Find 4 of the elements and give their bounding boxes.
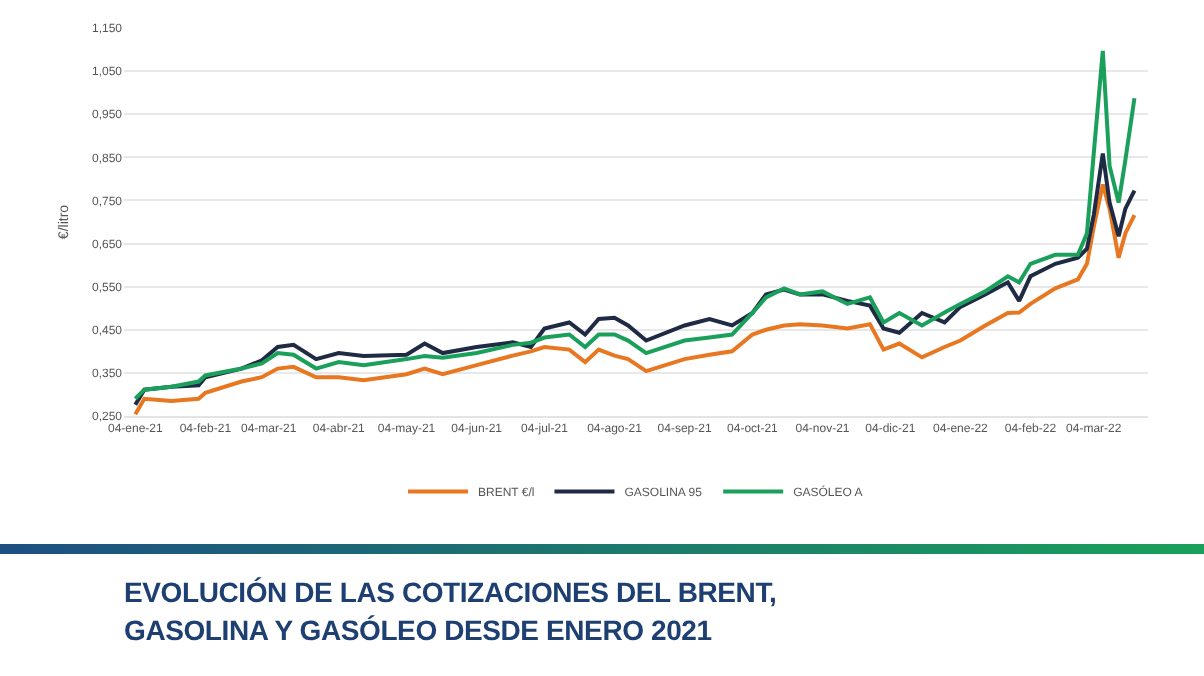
line-series xyxy=(133,48,1137,401)
line-series xyxy=(133,151,1137,407)
text: EVOLUCIÓN DE LAS COTIZACIONES DEL BRENT, GASOLINA Y GASÓLEO DESDE ENERO 2021 xyxy=(124,574,779,650)
line-series xyxy=(133,182,1137,416)
